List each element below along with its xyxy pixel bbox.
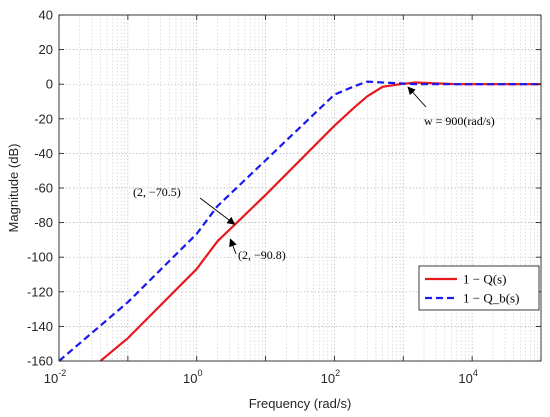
series-line-1 xyxy=(99,81,541,361)
legend-label-1: 1 − Q(s) xyxy=(463,272,506,287)
y-tick-label: 40 xyxy=(39,8,53,23)
x-tick-label: 10-2 xyxy=(44,368,66,386)
legend: 1 − Q(s) 1 − Q_b(s) xyxy=(418,265,540,311)
y-tick-label: 20 xyxy=(39,42,53,57)
annotation-label: (2, −90.8) xyxy=(238,248,286,262)
x-axis-label: Frequency (rad/s) xyxy=(249,396,352,411)
y-tick-label: -60 xyxy=(34,181,53,196)
annotation-label: w = 900(rad/s) xyxy=(424,114,495,128)
annotation-arrow xyxy=(229,238,237,255)
y-tick-label: -80 xyxy=(34,215,53,230)
annotations: (2, −70.5) (2, −90.8) w = 900(rad/s) xyxy=(133,86,495,262)
axes-frame xyxy=(58,14,542,362)
legend-label-2: 1 − Q_b(s) xyxy=(463,291,519,306)
y-tick-label: -120 xyxy=(27,284,53,299)
annotation-label: (2, −70.5) xyxy=(133,185,181,199)
y-axis-label: Magnitude (dB) xyxy=(6,144,21,233)
y-tick-label: -20 xyxy=(34,111,53,126)
x-tick-label: 100 xyxy=(183,368,202,386)
series-layer xyxy=(59,80,541,361)
y-tick-label: -160 xyxy=(27,354,53,369)
y-tick-label: -140 xyxy=(27,319,53,334)
series-line-2 xyxy=(59,80,541,361)
x-tick-label: 104 xyxy=(458,368,477,386)
y-tick-label: -100 xyxy=(27,250,53,265)
legend-box xyxy=(418,265,540,311)
x-tick-label: 102 xyxy=(321,368,340,386)
y-tick-label: 0 xyxy=(46,77,53,92)
y-tick-label: -40 xyxy=(34,146,53,161)
annotation-arrow xyxy=(199,197,236,225)
annotation-arrow xyxy=(407,86,427,108)
